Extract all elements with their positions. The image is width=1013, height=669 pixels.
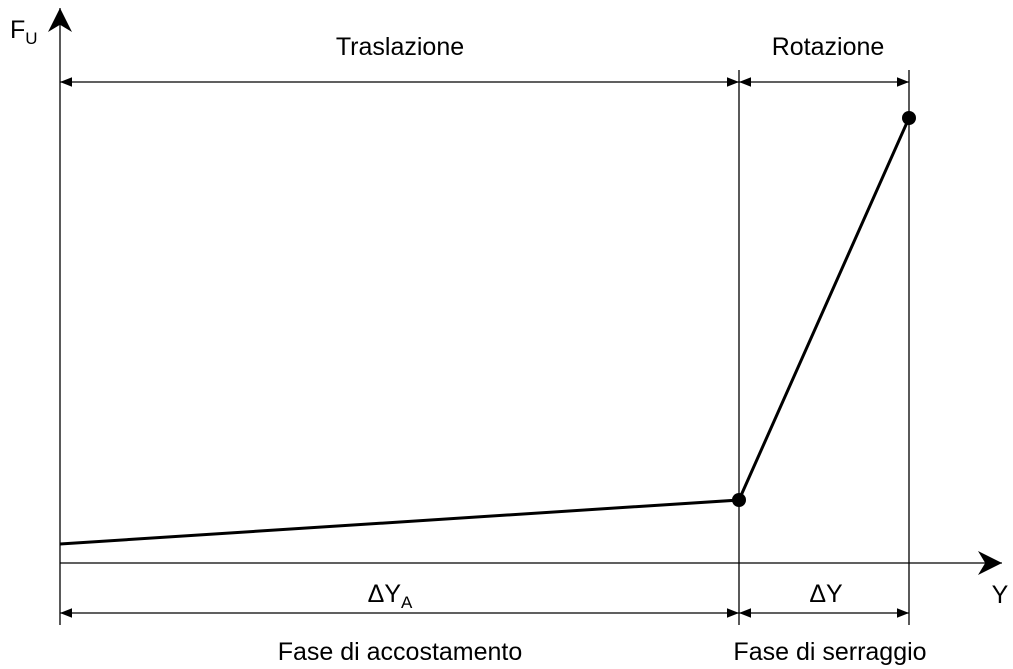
point xyxy=(732,493,746,507)
curve xyxy=(59,117,911,546)
dimension-label: ΔY xyxy=(809,580,843,608)
x-axis-label: Y xyxy=(992,581,1009,609)
phase-label: Fase di accostamento xyxy=(278,638,523,666)
y-axis-label: FU xyxy=(10,16,38,48)
top-label: Rotazione xyxy=(772,33,885,61)
dimension-label: ΔYA xyxy=(368,580,413,612)
point xyxy=(902,111,916,125)
phase-label: Fase di serraggio xyxy=(733,638,926,666)
top-label: Traslazione xyxy=(336,33,464,61)
